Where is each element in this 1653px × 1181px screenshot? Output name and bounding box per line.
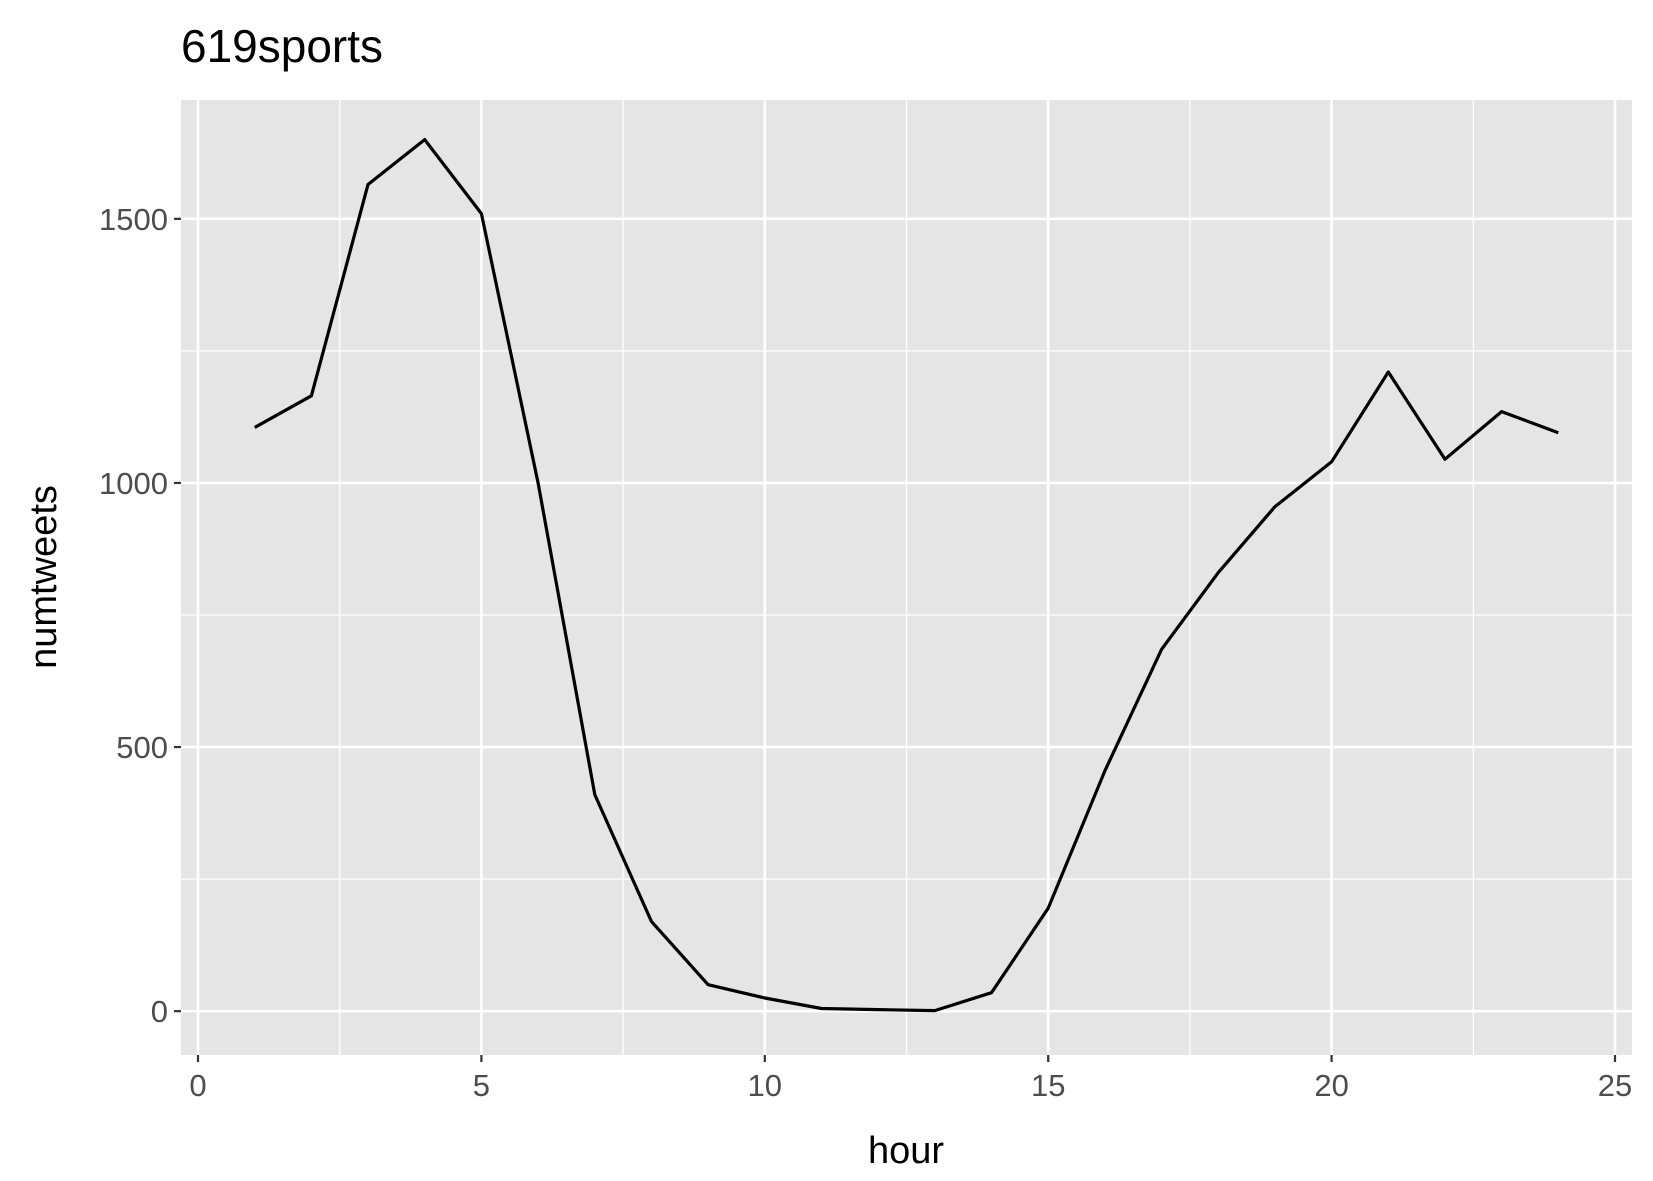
minor-gridlines <box>181 100 1632 1055</box>
x-tick-label: 5 <box>473 1068 490 1103</box>
axis-ticks <box>174 217 1617 1062</box>
y-axis-title: numtweets <box>23 485 65 669</box>
y-tick-labels: 0 500 1000 1500 <box>99 202 168 1029</box>
x-tick-label: 25 <box>1598 1068 1632 1103</box>
data-layer <box>253 138 1559 1013</box>
x-tick-labels: 0 5 10 15 20 25 <box>189 1068 1632 1103</box>
x-tick-label: 20 <box>1314 1068 1348 1103</box>
y-tick-label: 500 <box>116 730 168 765</box>
y-tick-label: 0 <box>151 994 168 1029</box>
chart-title: 619sports <box>181 20 383 72</box>
y-tick-label: 1500 <box>99 202 168 237</box>
x-tick-label: 15 <box>1031 1068 1065 1103</box>
x-axis-title: hour <box>868 1130 944 1172</box>
y-tick-label: 1000 <box>99 466 168 501</box>
series-line <box>253 138 1559 1013</box>
x-tick-label: 10 <box>748 1068 782 1103</box>
x-tick-label: 0 <box>189 1068 206 1103</box>
